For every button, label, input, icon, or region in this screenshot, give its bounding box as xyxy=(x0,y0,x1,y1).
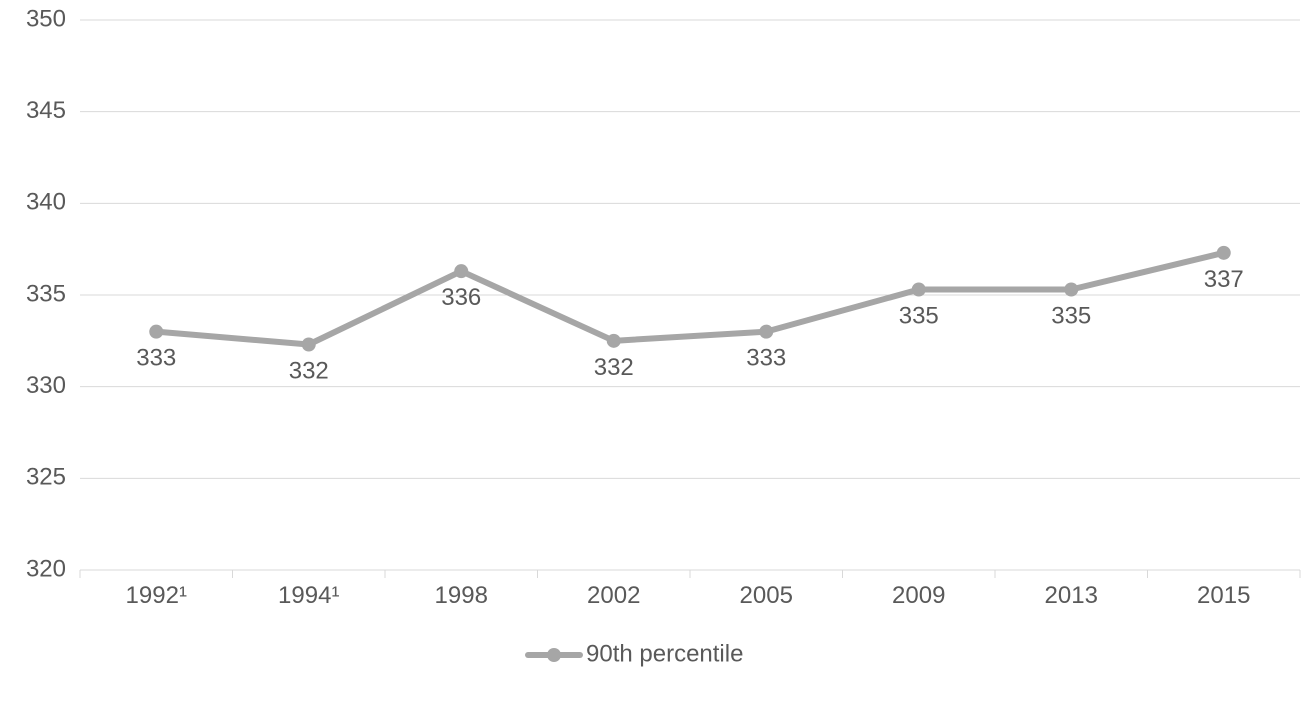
y-tick-label: 335 xyxy=(26,280,66,307)
y-tick-label: 350 xyxy=(26,5,66,32)
series-marker xyxy=(1064,283,1078,297)
x-tick-label: 2013 xyxy=(1045,582,1098,609)
data-label: 333 xyxy=(136,345,176,372)
series-marker xyxy=(759,325,773,339)
line-chart: 320 325 330 335 340 345 350 1992¹ 1994¹ 1998 2002 2… xyxy=(0,0,1312,708)
data-label: 332 xyxy=(594,354,634,381)
series-marker xyxy=(149,325,163,339)
x-tick-label: 1994¹ xyxy=(278,582,339,609)
x-tick-label: 2005 xyxy=(740,582,793,609)
data-label: 337 xyxy=(1204,266,1244,293)
series-marker xyxy=(1217,246,1231,260)
x-tick-label: 1992¹ xyxy=(126,582,187,609)
data-label: 332 xyxy=(289,358,329,385)
y-tick-label: 320 xyxy=(26,555,66,582)
x-tick-label: 2009 xyxy=(892,582,945,609)
legend-marker xyxy=(547,648,561,662)
x-tick-label: 1998 xyxy=(435,582,488,609)
y-tick-label: 345 xyxy=(26,97,66,124)
chart-svg: 320 325 330 335 340 345 350 1992¹ 1994¹ 1998 2002 2… xyxy=(0,0,1312,708)
x-tick-label: 2002 xyxy=(587,582,640,609)
y-tick-label: 325 xyxy=(26,464,66,491)
series-marker xyxy=(607,334,621,348)
data-label: 335 xyxy=(899,303,939,330)
y-tick-label: 330 xyxy=(26,372,66,399)
series-marker xyxy=(912,283,926,297)
series-marker xyxy=(454,264,468,278)
x-tick-label: 2015 xyxy=(1197,582,1250,609)
data-label: 333 xyxy=(746,345,786,372)
series-line xyxy=(156,253,1224,345)
data-label: 335 xyxy=(1051,303,1091,330)
legend-label: 90th percentile xyxy=(586,640,743,667)
y-tick-label: 340 xyxy=(26,189,66,216)
series-marker xyxy=(302,338,316,352)
data-label: 336 xyxy=(441,284,481,311)
